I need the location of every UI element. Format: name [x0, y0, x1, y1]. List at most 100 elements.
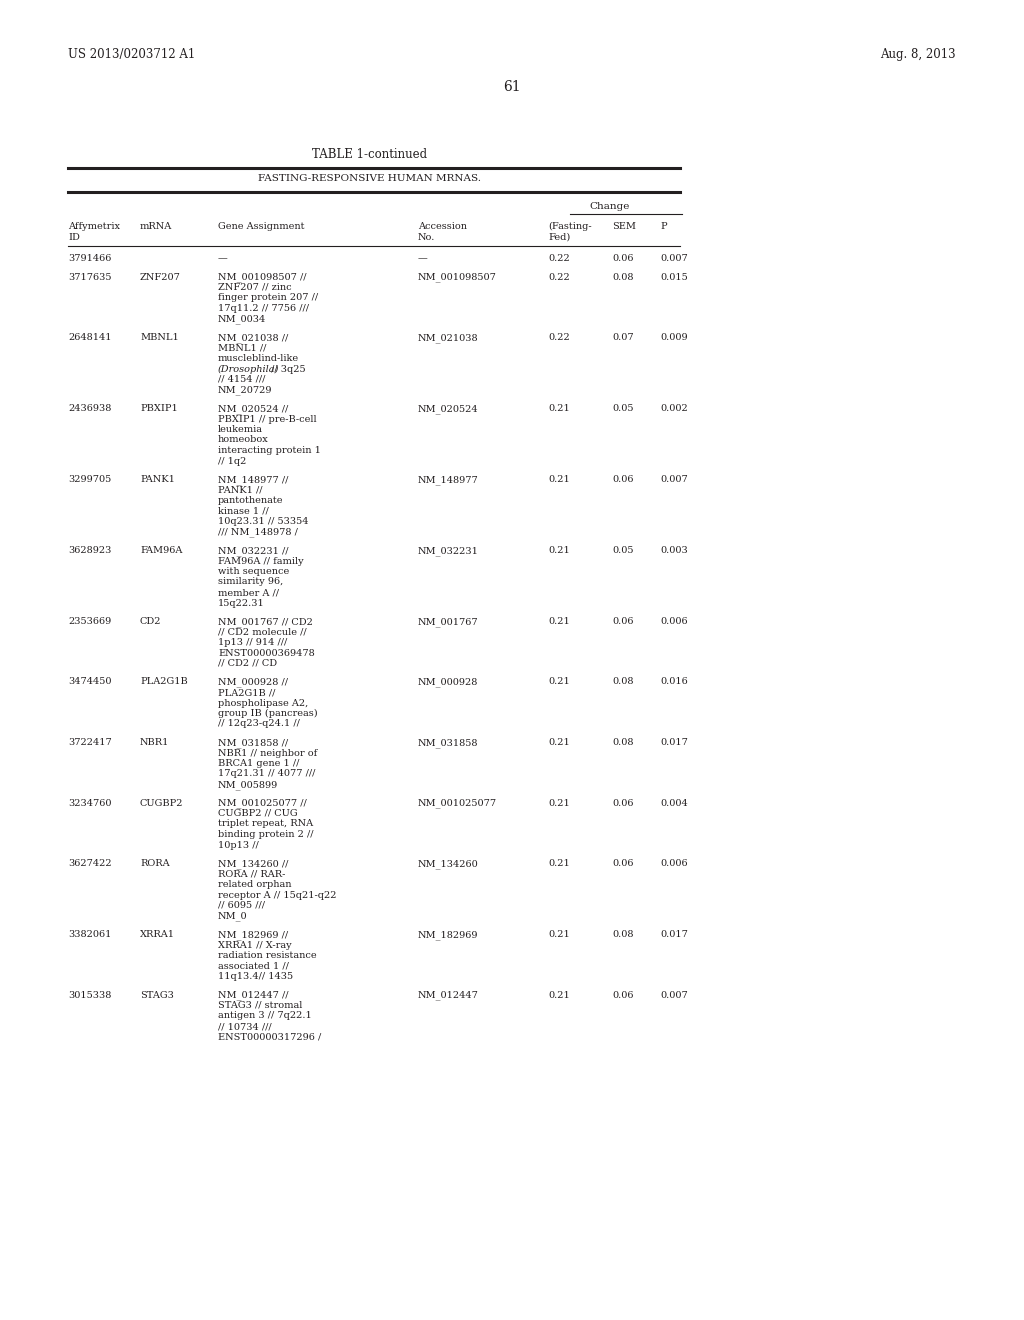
Text: 3234760: 3234760 [68, 799, 112, 808]
Text: 0.21: 0.21 [548, 404, 569, 413]
Text: —: — [418, 253, 428, 263]
Text: MBNL1 //: MBNL1 // [218, 343, 266, 352]
Text: 0.007: 0.007 [660, 475, 688, 484]
Text: 0.003: 0.003 [660, 546, 688, 554]
Text: CUGBP2: CUGBP2 [140, 799, 183, 808]
Text: radiation resistance: radiation resistance [218, 950, 316, 960]
Text: NM_005899: NM_005899 [218, 780, 279, 789]
Text: /// NM_148978 /: /// NM_148978 / [218, 528, 298, 537]
Text: triplet repeat, RNA: triplet repeat, RNA [218, 820, 313, 829]
Text: NBR1: NBR1 [140, 738, 169, 747]
Text: mRNA: mRNA [140, 222, 172, 231]
Text: ZNF207: ZNF207 [140, 272, 181, 281]
Text: 3717635: 3717635 [68, 272, 112, 281]
Text: interacting protein 1: interacting protein 1 [218, 446, 321, 455]
Text: 0.21: 0.21 [548, 990, 569, 999]
Text: NM_021038: NM_021038 [418, 333, 478, 343]
Text: 0.016: 0.016 [660, 677, 688, 686]
Text: 3627422: 3627422 [68, 859, 112, 869]
Text: NM_001098507 //: NM_001098507 // [218, 272, 306, 282]
Text: Gene Assignment: Gene Assignment [218, 222, 304, 231]
Text: 0.017: 0.017 [660, 738, 688, 747]
Text: homeobox: homeobox [218, 436, 268, 445]
Text: NM_0034: NM_0034 [218, 314, 266, 325]
Text: NM_020524 //: NM_020524 // [218, 404, 288, 413]
Text: 0.002: 0.002 [660, 404, 688, 413]
Text: 2436938: 2436938 [68, 404, 112, 413]
Text: similarity 96,: similarity 96, [218, 578, 284, 586]
Text: 0.06: 0.06 [612, 799, 634, 808]
Text: Accession: Accession [418, 222, 467, 231]
Text: FASTING-RESPONSIVE HUMAN MRNAS.: FASTING-RESPONSIVE HUMAN MRNAS. [258, 174, 481, 183]
Text: group IB (pancreas): group IB (pancreas) [218, 709, 317, 718]
Text: NM_031858 //: NM_031858 // [218, 738, 288, 747]
Text: leukemia: leukemia [218, 425, 263, 434]
Text: 10p13 //: 10p13 // [218, 841, 259, 850]
Text: member A //: member A // [218, 587, 279, 597]
Text: NM_148977 //: NM_148977 // [218, 475, 289, 484]
Text: No.: No. [418, 232, 435, 242]
Text: US 2013/0203712 A1: US 2013/0203712 A1 [68, 48, 196, 61]
Text: // 6095 ///: // 6095 /// [218, 902, 265, 909]
Text: ZNF207 // zinc: ZNF207 // zinc [218, 282, 292, 292]
Text: 17q21.31 // 4077 ///: 17q21.31 // 4077 /// [218, 770, 315, 779]
Text: 3015338: 3015338 [68, 990, 112, 999]
Text: Aug. 8, 2013: Aug. 8, 2013 [881, 48, 956, 61]
Text: ENST00000369478: ENST00000369478 [218, 648, 314, 657]
Text: muscleblind-like: muscleblind-like [218, 354, 299, 363]
Text: ENST00000317296 /: ENST00000317296 / [218, 1032, 322, 1041]
Text: (Drosophila): (Drosophila) [218, 364, 280, 374]
Text: PBXIP1 // pre-B-cell: PBXIP1 // pre-B-cell [218, 414, 316, 424]
Text: STAG3: STAG3 [140, 990, 174, 999]
Text: NM_001767 // CD2: NM_001767 // CD2 [218, 616, 313, 627]
Text: // CD2 // CD: // CD2 // CD [218, 659, 278, 668]
Text: 3474450: 3474450 [68, 677, 112, 686]
Text: —: — [218, 253, 227, 263]
Text: kinase 1 //: kinase 1 // [218, 507, 268, 516]
Text: NM_134260: NM_134260 [418, 859, 479, 869]
Text: NM_20729: NM_20729 [218, 385, 272, 395]
Text: NM_000928: NM_000928 [418, 677, 478, 688]
Text: // 10734 ///: // 10734 /// [218, 1022, 271, 1031]
Text: related orphan: related orphan [218, 880, 292, 888]
Text: BRCA1 gene 1 //: BRCA1 gene 1 // [218, 759, 299, 768]
Text: 61: 61 [503, 81, 521, 94]
Text: associated 1 //: associated 1 // [218, 961, 289, 970]
Text: NM_000928 //: NM_000928 // [218, 677, 288, 688]
Text: binding protein 2 //: binding protein 2 // [218, 830, 313, 840]
Text: CD2: CD2 [140, 616, 162, 626]
Text: 0.08: 0.08 [612, 272, 634, 281]
Text: 0.06: 0.06 [612, 475, 634, 484]
Text: PANK1 //: PANK1 // [218, 486, 262, 495]
Text: 0.015: 0.015 [660, 272, 688, 281]
Text: // 12q23-q24.1 //: // 12q23-q24.1 // [218, 719, 300, 729]
Text: 3791466: 3791466 [68, 253, 112, 263]
Text: 0.06: 0.06 [612, 859, 634, 869]
Text: XRRA1: XRRA1 [140, 931, 175, 939]
Text: antigen 3 // 7q22.1: antigen 3 // 7q22.1 [218, 1011, 311, 1020]
Text: NM_032231 //: NM_032231 // [218, 546, 289, 556]
Text: FAM96A: FAM96A [140, 546, 182, 554]
Text: 0.21: 0.21 [548, 799, 569, 808]
Text: 0.006: 0.006 [660, 616, 688, 626]
Text: 0.05: 0.05 [612, 546, 634, 554]
Text: MBNL1: MBNL1 [140, 333, 179, 342]
Text: Affymetrix: Affymetrix [68, 222, 120, 231]
Text: 0.21: 0.21 [548, 738, 569, 747]
Text: with sequence: with sequence [218, 568, 289, 576]
Text: receptor A // 15q21-q22: receptor A // 15q21-q22 [218, 891, 337, 899]
Text: 2353669: 2353669 [68, 616, 112, 626]
Text: 0.004: 0.004 [660, 799, 688, 808]
Text: TABLE 1-continued: TABLE 1-continued [312, 148, 428, 161]
Text: NM_001098507: NM_001098507 [418, 272, 497, 282]
Text: 3382061: 3382061 [68, 931, 112, 939]
Text: // 4154 ///: // 4154 /// [218, 375, 265, 384]
Text: 3628923: 3628923 [68, 546, 112, 554]
Text: 0.22: 0.22 [548, 253, 569, 263]
Text: PBXIP1: PBXIP1 [140, 404, 178, 413]
Text: NBR1 // neighbor of: NBR1 // neighbor of [218, 748, 317, 758]
Text: 0.06: 0.06 [612, 616, 634, 626]
Text: pantothenate: pantothenate [218, 496, 284, 506]
Text: XRRA1 // X-ray: XRRA1 // X-ray [218, 940, 292, 949]
Text: PLA2G1B //: PLA2G1B // [218, 688, 275, 697]
